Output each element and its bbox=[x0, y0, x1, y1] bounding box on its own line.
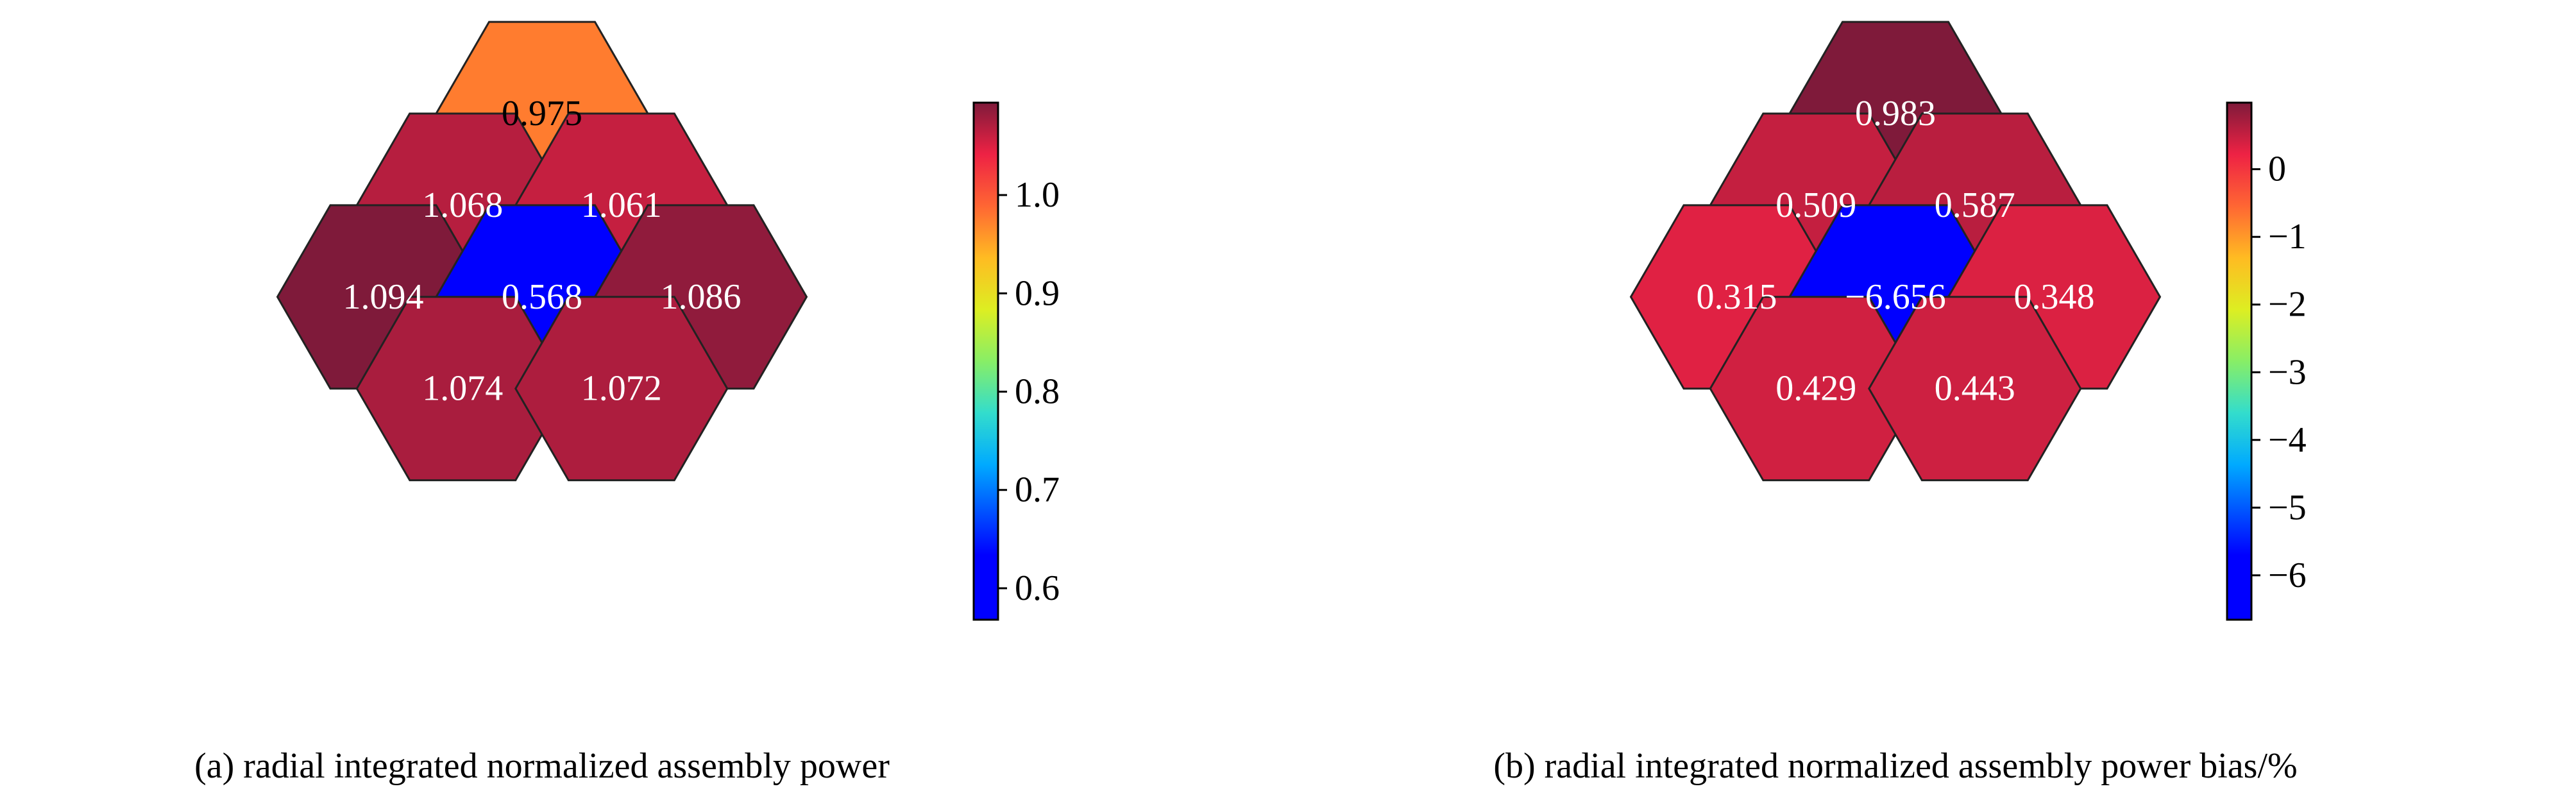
hex-value-label: 0.348 bbox=[2014, 277, 2095, 317]
hex-value-label: 0.568 bbox=[502, 277, 582, 317]
hex-value-label: 1.086 bbox=[661, 277, 741, 317]
hex-cell bbox=[355, 296, 570, 482]
colorbar-tick-label: −5 bbox=[2268, 488, 2307, 527]
hex-value-label: 1.074 bbox=[422, 369, 503, 409]
hex-cell bbox=[514, 296, 729, 482]
colorbar-b: −6 −5 −4 −3 −2 −1 0 bbox=[2226, 101, 2307, 621]
hex-value-label: 0.443 bbox=[1935, 369, 2015, 409]
hex-value-label: 1.072 bbox=[581, 369, 662, 409]
hex-labels-a: 0.975 1.068 1.061 1.094 0.568 1.086 1.074 1.072 bbox=[343, 94, 741, 409]
hex-cell bbox=[1709, 296, 1924, 482]
hex-value-label: 0.509 bbox=[1775, 185, 1856, 225]
hex-value-label: 0.587 bbox=[1935, 185, 2015, 225]
colorbar-tick-label: 1.0 bbox=[1015, 175, 1060, 215]
hex-value-label: 1.068 bbox=[422, 185, 503, 225]
hex-cell bbox=[1868, 296, 2082, 482]
hex-value-label: 0.429 bbox=[1775, 369, 1856, 409]
hex-map-a bbox=[276, 21, 808, 482]
colorbar-a: 0.6 0.7 0.8 0.9 1.0 bbox=[972, 101, 1060, 621]
hex-value-label: 1.094 bbox=[343, 277, 424, 317]
colorbar-gradient bbox=[972, 101, 999, 621]
caption-a: (a) radial integrated normalized assembl… bbox=[194, 746, 890, 786]
panel-a: 0.975 1.068 1.061 1.094 0.568 1.086 1.074 1.072… bbox=[194, 21, 1060, 786]
colorbar-tick-label: 0.9 bbox=[1015, 273, 1060, 313]
panel-b: 0.983 0.509 0.587 0.315 −6.656 0.348 0.429 0.44… bbox=[1493, 21, 2307, 786]
hex-value-label: 0.315 bbox=[1697, 277, 1777, 317]
colorbar-tick-label: 0.8 bbox=[1015, 372, 1060, 412]
colorbar-tick-label: −4 bbox=[2268, 420, 2307, 460]
hex-value-label: 0.975 bbox=[502, 94, 582, 133]
colorbar-tick-label: −3 bbox=[2268, 352, 2307, 392]
hex-value-label: 0.983 bbox=[1855, 94, 1936, 133]
colorbar-tick-label: −6 bbox=[2268, 556, 2307, 595]
hex-map-b bbox=[1629, 21, 2162, 482]
colorbar-gradient bbox=[2226, 101, 2253, 621]
colorbar-tick-label: −2 bbox=[2268, 285, 2307, 325]
caption-b: (b) radial integrated normalized assembl… bbox=[1493, 746, 2297, 786]
colorbar-tick-label: 0 bbox=[2268, 149, 2286, 189]
hex-value-label: −6.656 bbox=[1845, 277, 1946, 317]
hex-value-label: 1.061 bbox=[581, 185, 662, 225]
colorbar-tick-label: −1 bbox=[2268, 217, 2307, 257]
colorbar-tick-label: 0.7 bbox=[1015, 470, 1060, 510]
hex-labels-b: 0.983 0.509 0.587 0.315 −6.656 0.348 0.429 0.44… bbox=[1697, 94, 2095, 409]
colorbar-tick-label: 0.6 bbox=[1015, 568, 1060, 608]
